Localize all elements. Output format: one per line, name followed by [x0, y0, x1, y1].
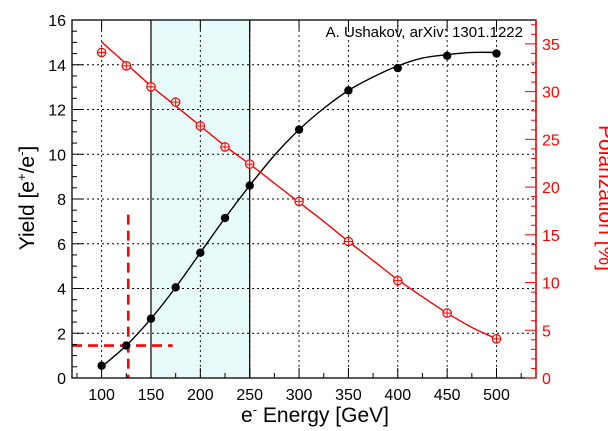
x-tick-label: 100: [88, 387, 115, 404]
yield-point: [220, 213, 230, 223]
y-axis-left-title: Yield [e+/e-]: [14, 146, 39, 251]
y-axis-left: 0 2 4 6 8 10 12 14 16: [48, 13, 83, 388]
x-tick-label: 450: [434, 387, 461, 404]
yield-point: [97, 361, 106, 370]
x-tick-label: 400: [384, 387, 411, 404]
y-right-tick-label: 20: [542, 180, 560, 197]
x-tick-label: 350: [335, 387, 362, 404]
polarization-point: [244, 159, 255, 169]
polarization-point: [121, 61, 132, 71]
y-left-tick-label: 6: [57, 237, 66, 254]
y-right-tick-label: 35: [542, 37, 560, 54]
yield-point: [294, 125, 304, 134]
y-left-tick-label: 2: [57, 326, 66, 343]
polarization-point: [392, 275, 403, 286]
yield-point: [442, 51, 452, 60]
x-tick-label: 150: [138, 387, 165, 404]
polarization-point: [195, 121, 206, 131]
grid: [72, 20, 536, 378]
y-left-tick-label: 14: [48, 58, 66, 75]
y-left-tick-label: 8: [57, 192, 66, 209]
series-points: [96, 47, 502, 370]
shaded-band: [150, 20, 250, 378]
source-annotation: A. Ushakov, arXiv: 1301.1222: [326, 24, 523, 41]
y-right-tick-label: 0: [542, 371, 551, 388]
y-left-tick-label: 0: [57, 371, 66, 388]
y-right-tick-label: 10: [542, 276, 560, 293]
yield-point: [122, 341, 131, 350]
yield-point: [245, 181, 254, 190]
yield-point: [171, 283, 180, 292]
polarization-point: [491, 334, 502, 344]
polarization-point: [442, 308, 452, 318]
y-left-tick-label: 16: [48, 13, 66, 30]
y-left-tick-label: 4: [57, 282, 66, 299]
polarization-point: [220, 142, 230, 152]
yield-point: [146, 314, 156, 323]
y-right-tick-label: 30: [542, 85, 560, 102]
yield-point: [344, 86, 353, 95]
y-axis-right-title: Polarization [%]: [594, 125, 608, 271]
y-left-tick-label: 10: [48, 147, 66, 164]
x-axis-title: e- Energy [GeV]: [241, 402, 389, 427]
polarization-point: [170, 97, 181, 107]
x-tick-label: 250: [236, 387, 263, 404]
yield-point: [492, 49, 501, 58]
x-tick-label: 500: [483, 387, 510, 404]
x-axis: 100 150 200 250 300 350 400 450 500: [76, 20, 522, 404]
polarization-point: [96, 47, 107, 58]
yield-point: [196, 248, 205, 257]
x-tick-label: 300: [286, 387, 313, 404]
polarization-point: [343, 236, 354, 247]
y-axis-right: 0 5 10 15 20 25 30 35: [525, 20, 560, 388]
polarization-point: [294, 196, 304, 207]
y-right-tick-label: 15: [542, 228, 560, 245]
y-right-tick-label: 5: [542, 323, 551, 340]
polarization-point: [146, 82, 156, 92]
x-tick-label: 200: [187, 387, 214, 404]
y-left-tick-label: 12: [48, 103, 66, 120]
yield-point: [393, 63, 402, 73]
y-right-tick-label: 25: [542, 132, 560, 149]
